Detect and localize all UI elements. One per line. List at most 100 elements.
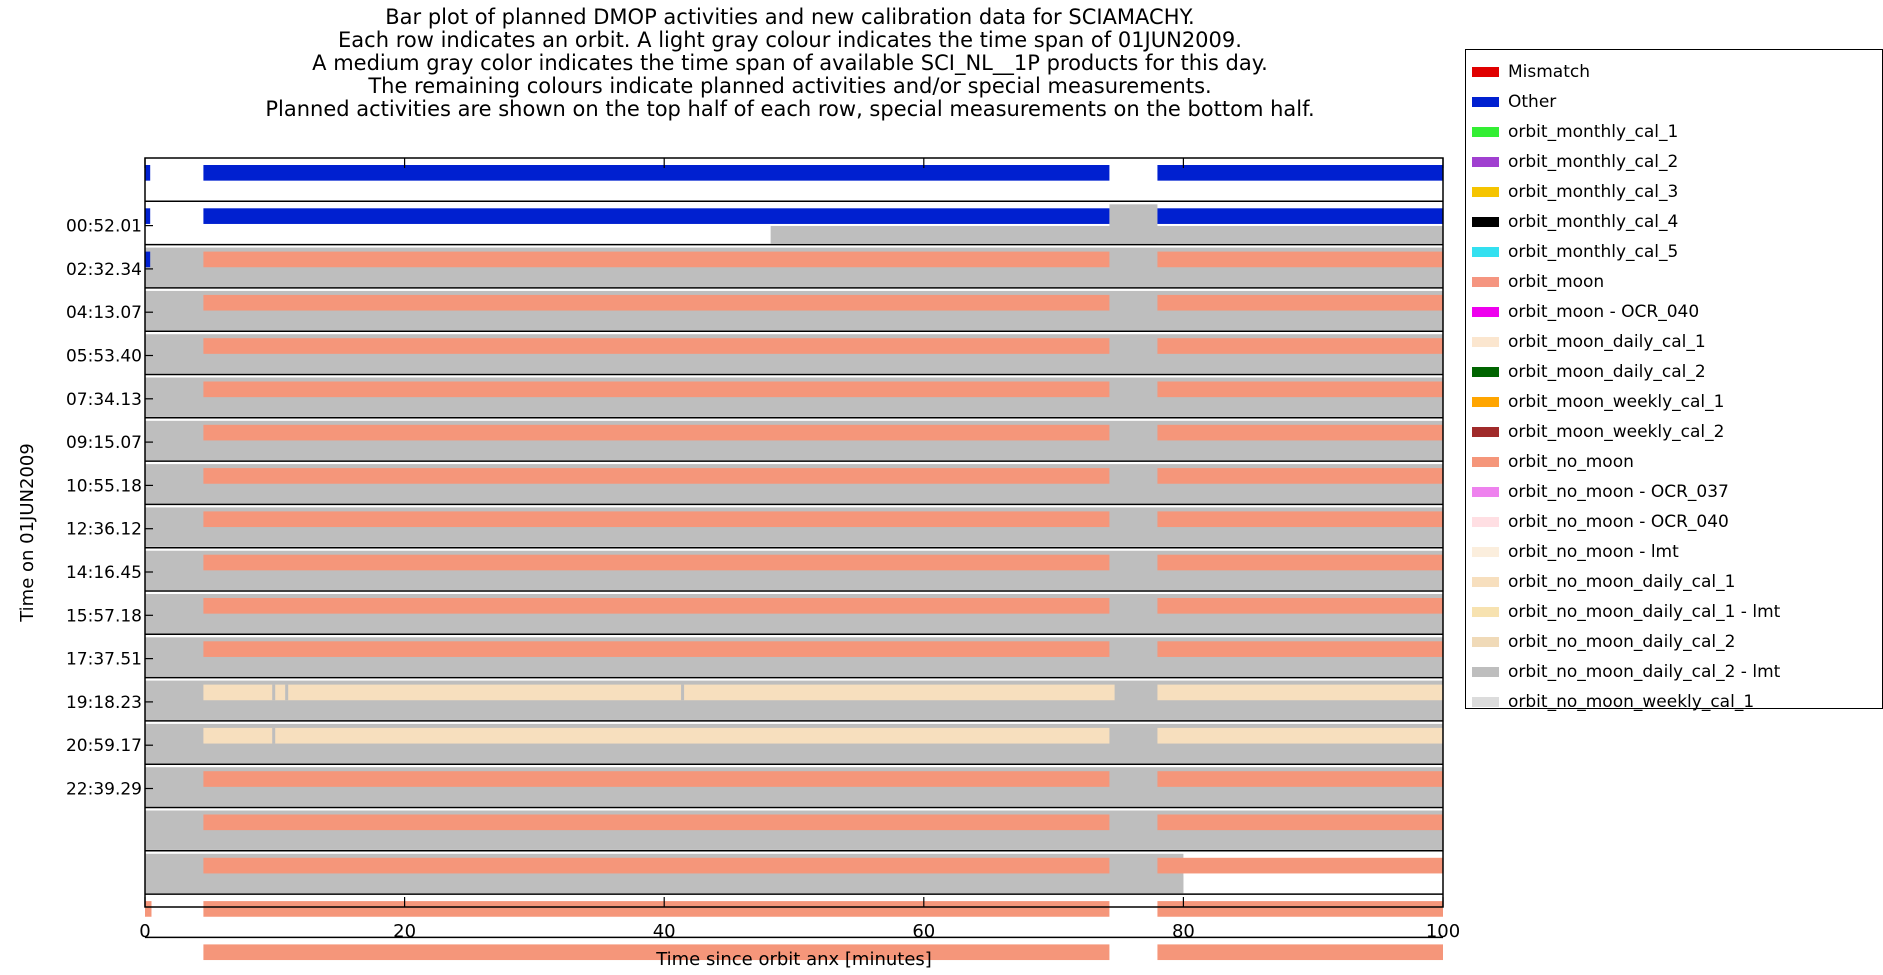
x-tick-label-0: 0	[139, 921, 150, 942]
legend-swatch	[1472, 457, 1499, 467]
legend-item: orbit_moon_weekly_cal_2	[1472, 417, 1724, 447]
top-bar-11-0	[203, 641, 1110, 657]
y-tick-label-8: 14:16.45	[66, 563, 142, 583]
legend-item: orbit_no_moon - OCR_037	[1472, 477, 1729, 507]
legend-item: Mismatch	[1472, 57, 1590, 87]
legend-item: orbit_no_moon_daily_cal_2	[1472, 627, 1735, 657]
top-bar-5-1	[1157, 381, 1443, 398]
top-bar-7-1	[1157, 468, 1443, 484]
legend-swatch	[1472, 127, 1499, 137]
legend-item: orbit_no_moon_weekly_cal_1	[1472, 687, 1754, 717]
y-tick-label-4: 07:34.13	[66, 390, 142, 410]
top-bar-13-0	[203, 727, 1110, 744]
title-line-1: Bar plot of planned DMOP activities and …	[385, 5, 1195, 29]
y-tick-label-13: 22:39.29	[66, 780, 142, 800]
legend-item: orbit_no_moon_daily_cal_1	[1472, 567, 1735, 597]
legend-item: orbit_no_moon_daily_cal_2 - lmt	[1472, 657, 1780, 687]
top-bar-15-0	[203, 814, 1110, 831]
legend-label: orbit_monthly_cal_1	[1508, 122, 1679, 142]
legend-label: orbit_moon_daily_cal_1	[1508, 332, 1706, 352]
top-bar-1-1	[203, 208, 1110, 224]
bottom-bar-5-0	[145, 399, 1443, 417]
y-axis-label: Time on 01JUN2009	[17, 443, 38, 623]
legend-item: orbit_monthly_cal_2	[1472, 147, 1678, 177]
top-bar-17-0	[145, 901, 152, 917]
mark-12-0	[272, 684, 276, 701]
top-bar-18-0	[203, 944, 1110, 961]
top-bar-3-1	[1157, 294, 1443, 311]
top-bar-14-1	[1157, 771, 1443, 787]
y-tick-label-7: 12:36.12	[66, 520, 142, 540]
mark-13-0	[272, 727, 276, 744]
top-bar-10-0	[203, 598, 1110, 614]
bottom-bar-13-0	[145, 745, 1443, 764]
top-bar-14-0	[203, 771, 1110, 787]
bottom-bar-2-0	[145, 269, 1443, 287]
axes-layer: 0 20 40 60 80 100 00:52.01 02:32.34 04:13.07 05:5…	[17, 157, 1460, 970]
x-tick-label-1: 20	[393, 921, 416, 942]
bottom-bar-3-0	[145, 312, 1443, 331]
legend-item: orbit_monthly_cal_5	[1472, 237, 1678, 267]
legend-label: orbit_no_moon_daily_cal_1 - lmt	[1508, 602, 1781, 622]
legend-label: orbit_monthly_cal_3	[1508, 182, 1679, 202]
legend-label: orbit_moon	[1508, 272, 1605, 292]
legend-label: orbit_monthly_cal_5	[1508, 242, 1679, 262]
legend-label: orbit_no_moon_daily_cal_1	[1508, 572, 1736, 592]
bottom-bar-6-0	[145, 442, 1443, 461]
legend-item: orbit_moon	[1472, 267, 1604, 297]
top-bar-6-0	[203, 424, 1110, 441]
plot-frame	[144, 157, 1444, 908]
legend-swatch	[1472, 277, 1499, 287]
legend-item: orbit_monthly_cal_1	[1472, 117, 1678, 147]
y-tick-label-9: 15:57.18	[66, 606, 142, 626]
top-bar-6-1	[1157, 424, 1443, 441]
top-bar-3-0	[203, 294, 1110, 311]
bottom-bar-10-0	[145, 615, 1443, 634]
top-bar-0-2	[1157, 165, 1443, 181]
legend-swatch	[1472, 97, 1499, 107]
top-bar-8-1	[1157, 511, 1443, 528]
x-tick-label-3: 60	[912, 921, 935, 942]
legend-swatch	[1472, 337, 1499, 347]
top-bar-8-0	[203, 511, 1110, 528]
bottom-bar-12-0	[145, 702, 1443, 720]
y-tick-label-2: 04:13.07	[66, 303, 142, 323]
legend-item: orbit_moon_weekly_cal_1	[1472, 387, 1724, 417]
legend: Mismatch Other orbit_monthly_cal_1 orbit_mo…	[1465, 49, 1883, 712]
top-bar-2-2	[1157, 251, 1443, 268]
legend-label: orbit_moon_weekly_cal_2	[1508, 422, 1725, 442]
top-bar-0-0	[145, 165, 151, 181]
legend-swatch	[1472, 487, 1499, 497]
legend-swatch	[1472, 427, 1499, 437]
legend-item: orbit_moon - OCR_040	[1472, 297, 1699, 327]
legend-item: orbit_no_moon	[1472, 447, 1634, 477]
top-bar-16-0	[203, 857, 1110, 874]
title-line-5: Planned activities are shown on the top …	[265, 97, 1315, 121]
legend-label: orbit_monthly_cal_2	[1508, 152, 1679, 172]
y-tick-label-3: 05:53.40	[66, 347, 142, 367]
bottom-bar-16-0	[145, 875, 1184, 894]
top-bar-15-1	[1157, 814, 1443, 831]
legend-swatch	[1472, 607, 1499, 617]
legend-label: Other	[1508, 92, 1557, 112]
legend-label: orbit_no_moon - OCR_037	[1508, 482, 1729, 502]
top-bar-16-1	[1157, 857, 1443, 874]
legend-swatch	[1472, 307, 1499, 317]
x-tick-label-5: 100	[1426, 921, 1460, 942]
bars-layer	[145, 165, 1443, 961]
top-bar-18-1	[1157, 944, 1443, 961]
legend-label: orbit_monthly_cal_4	[1508, 212, 1679, 232]
bottom-bar-8-0	[145, 529, 1443, 547]
y-tick-label-10: 17:37.51	[66, 650, 142, 670]
title-line-3: A medium gray color indicates the time s…	[312, 51, 1268, 75]
top-bar-9-0	[203, 554, 1110, 571]
legend-label: orbit_no_moon_daily_cal_2	[1508, 632, 1736, 652]
legend-item: orbit_moon_daily_cal_2	[1472, 357, 1706, 387]
legend-label: orbit_moon_daily_cal_2	[1508, 362, 1706, 382]
top-bar-11-1	[1157, 641, 1443, 657]
legend-swatch	[1472, 517, 1499, 527]
legend-swatch	[1472, 577, 1499, 587]
legend-item: Other	[1472, 87, 1556, 117]
top-bar-2-1	[203, 251, 1110, 268]
